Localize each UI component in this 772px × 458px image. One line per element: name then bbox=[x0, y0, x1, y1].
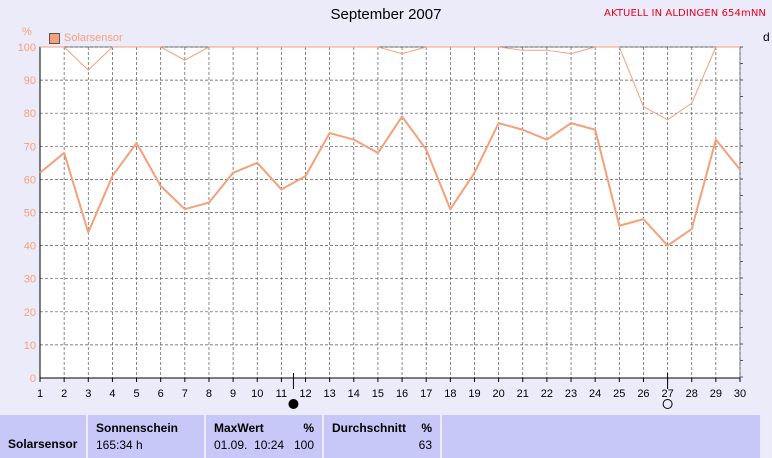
avg-cell: Durchschnitt % 63 bbox=[324, 415, 442, 458]
y-tick-label: 60 bbox=[24, 174, 36, 186]
x-tick-label: 19 bbox=[468, 388, 480, 400]
x-tick-label: 29 bbox=[710, 388, 722, 400]
full-moon-icon bbox=[662, 399, 673, 409]
x-tick-label: 14 bbox=[348, 388, 360, 400]
x-tick-label: 1 bbox=[37, 388, 43, 400]
x-tick-label: 16 bbox=[396, 388, 408, 400]
x-tick-label: 27 bbox=[661, 388, 673, 400]
sunshine-value: 165:34 h bbox=[96, 438, 143, 452]
x-tick-label: 9 bbox=[230, 388, 236, 400]
avg-unit: % bbox=[421, 421, 432, 435]
y-tick-labels: 0 10 20 30 40 50 60 70 80 90 100 bbox=[18, 42, 36, 385]
y-tick-label: 10 bbox=[24, 340, 36, 352]
x-tick-labels: 1 2 3 4 5 6 7 8 9 10 11 12 13 14 15 16 17 18 19 20 21 22 23 24 2… bbox=[37, 388, 746, 400]
sunshine-header: Sonnenschein bbox=[96, 421, 179, 435]
x-tick-label: 20 bbox=[492, 388, 504, 400]
station-label: AKTUELL IN ALDINGEN 654mNN bbox=[604, 8, 766, 19]
sunshine-cell: Sonnenschein 165:34 h bbox=[88, 415, 206, 458]
grid-lines bbox=[39, 46, 741, 382]
y-tick-label: 20 bbox=[24, 307, 36, 319]
x-tick-label: 4 bbox=[109, 388, 115, 400]
max-time: 01.09. 10:24 bbox=[214, 438, 285, 452]
new-moon-icon bbox=[288, 399, 299, 409]
y-tick-label: 100 bbox=[18, 42, 36, 54]
legend-label: Solarsensor bbox=[64, 32, 123, 44]
table-row-label: Solarsensor bbox=[8, 437, 78, 451]
corner-label: d bbox=[763, 30, 770, 44]
y-tick-label: 90 bbox=[24, 75, 36, 87]
x-tick-label: 25 bbox=[613, 388, 625, 400]
y-tick-label: 50 bbox=[24, 208, 36, 220]
series-line bbox=[39, 115, 741, 247]
x-tick-label: 15 bbox=[372, 388, 384, 400]
empty-cell bbox=[442, 415, 760, 458]
y-tick-label: 40 bbox=[24, 241, 36, 253]
x-tick-label: 17 bbox=[420, 388, 432, 400]
x-tick-label: 7 bbox=[182, 388, 188, 400]
avg-value: 63 bbox=[418, 438, 432, 452]
avg-header: Durchschnitt bbox=[332, 421, 407, 435]
x-tick-label: 3 bbox=[85, 388, 91, 400]
x-tick-label: 26 bbox=[637, 388, 649, 400]
x-tick-label: 30 bbox=[734, 388, 746, 400]
x-tick-label: 13 bbox=[324, 388, 336, 400]
y-unit-label: % bbox=[22, 26, 32, 38]
x-tick-label: 6 bbox=[158, 388, 164, 400]
x-tick-label: 21 bbox=[517, 388, 529, 400]
x-tick-label: 10 bbox=[251, 388, 263, 400]
right-axis-ticks bbox=[740, 46, 743, 378]
summary-table: Solarsensor Sonnenschein 165:34 h MaxWer… bbox=[0, 415, 772, 458]
max-unit: % bbox=[303, 421, 314, 435]
legend-swatch bbox=[49, 32, 60, 44]
table-row-label-cell: Solarsensor bbox=[0, 415, 88, 458]
y-tick-label: 80 bbox=[24, 108, 36, 120]
x-tick-label: 28 bbox=[686, 388, 698, 400]
max-value: 100 bbox=[293, 438, 314, 452]
series-lines bbox=[39, 46, 741, 247]
chart-title: September 2007 bbox=[330, 6, 442, 23]
max-header: MaxWert bbox=[214, 421, 264, 435]
x-tick-label: 11 bbox=[276, 388, 287, 400]
x-tick-label: 18 bbox=[444, 388, 456, 400]
x-tick-label: 22 bbox=[541, 388, 553, 400]
x-tick-label: 8 bbox=[206, 388, 212, 400]
y-tick-label: 70 bbox=[24, 141, 36, 153]
x-tick-label: 2 bbox=[61, 388, 67, 400]
x-tick-label: 5 bbox=[133, 388, 139, 400]
legend: Solarsensor bbox=[49, 32, 123, 44]
series-line bbox=[40, 46, 740, 121]
x-tick-label: 23 bbox=[565, 388, 577, 400]
x-tick-label: 12 bbox=[299, 388, 311, 400]
y-tick-label: 0 bbox=[30, 373, 36, 385]
max-cell: MaxWert % 01.09. 10:24 100 bbox=[206, 415, 324, 458]
moon-markers bbox=[288, 373, 673, 409]
y-tick-label: 30 bbox=[24, 274, 36, 286]
x-tick-label: 24 bbox=[589, 388, 601, 400]
